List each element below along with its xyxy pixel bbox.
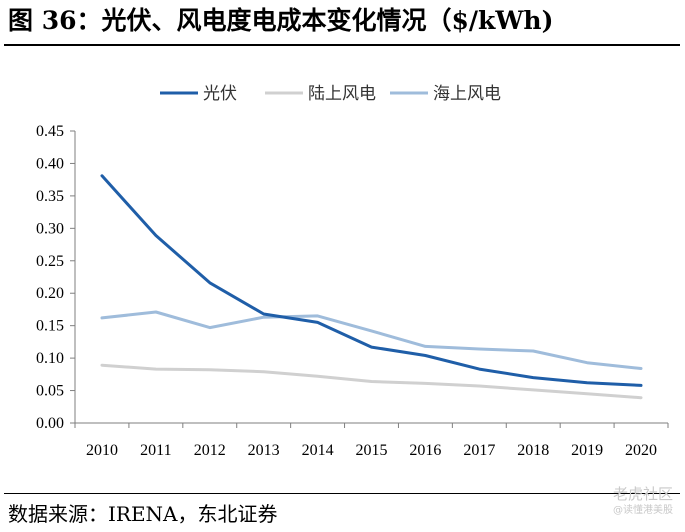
legend-label-1: 光伏 (203, 84, 237, 104)
series-line-1 (100, 174, 643, 387)
title-divider (4, 44, 680, 46)
x-tick-label: 2012 (194, 442, 226, 459)
x-tick-label: 2010 (86, 442, 118, 459)
y-tick-label: 0.15 (36, 318, 64, 335)
x-tick-label: 2017 (463, 442, 495, 459)
line-chart: 0.00 0.05 0.10 0.15 0.20 0.25 0.30 0.35 0.40 0.45… (36, 84, 669, 459)
y-tick-label: 0.30 (36, 220, 64, 237)
series-line-3 (100, 310, 643, 370)
y-tick-label: 0.05 (36, 383, 64, 400)
x-tick-label: 2020 (625, 442, 657, 459)
x-tick-label: 2015 (356, 442, 388, 459)
x-tick-label: 2019 (571, 442, 603, 459)
y-tick-label: 0.20 (36, 285, 64, 302)
x-tick-label: 2018 (517, 442, 549, 459)
footer-divider (4, 493, 680, 494)
legend-label-3: 海上风电 (433, 84, 501, 104)
x-tick-label: 2014 (302, 442, 334, 459)
y-tick-label: 0.25 (36, 253, 64, 270)
series-line-2 (100, 363, 643, 400)
y-tick-label: 0.35 (36, 188, 64, 205)
watermark: 老虎社区 @读懂港美股 (553, 484, 673, 518)
y-tick-label: 0.40 (36, 155, 64, 172)
source-note: 数据来源：IRENA，东北证券 (8, 502, 278, 526)
y-tick-label: 0.10 (36, 350, 64, 367)
x-tick-label: 2013 (248, 442, 280, 459)
x-tick-label: 2011 (140, 442, 171, 459)
watermark-line-2: @读懂港美股 (613, 505, 673, 516)
x-tick-label: 2016 (409, 442, 441, 459)
watermark-line-1: 老虎社区 (612, 485, 673, 503)
y-tick-label: 0.45 (36, 123, 64, 140)
page-title: 图 36：光伏、风电度电成本变化情况（$/kWh) (8, 6, 554, 35)
legend-label-2: 陆上风电 (308, 84, 376, 104)
y-tick-label: 0.00 (36, 415, 64, 432)
